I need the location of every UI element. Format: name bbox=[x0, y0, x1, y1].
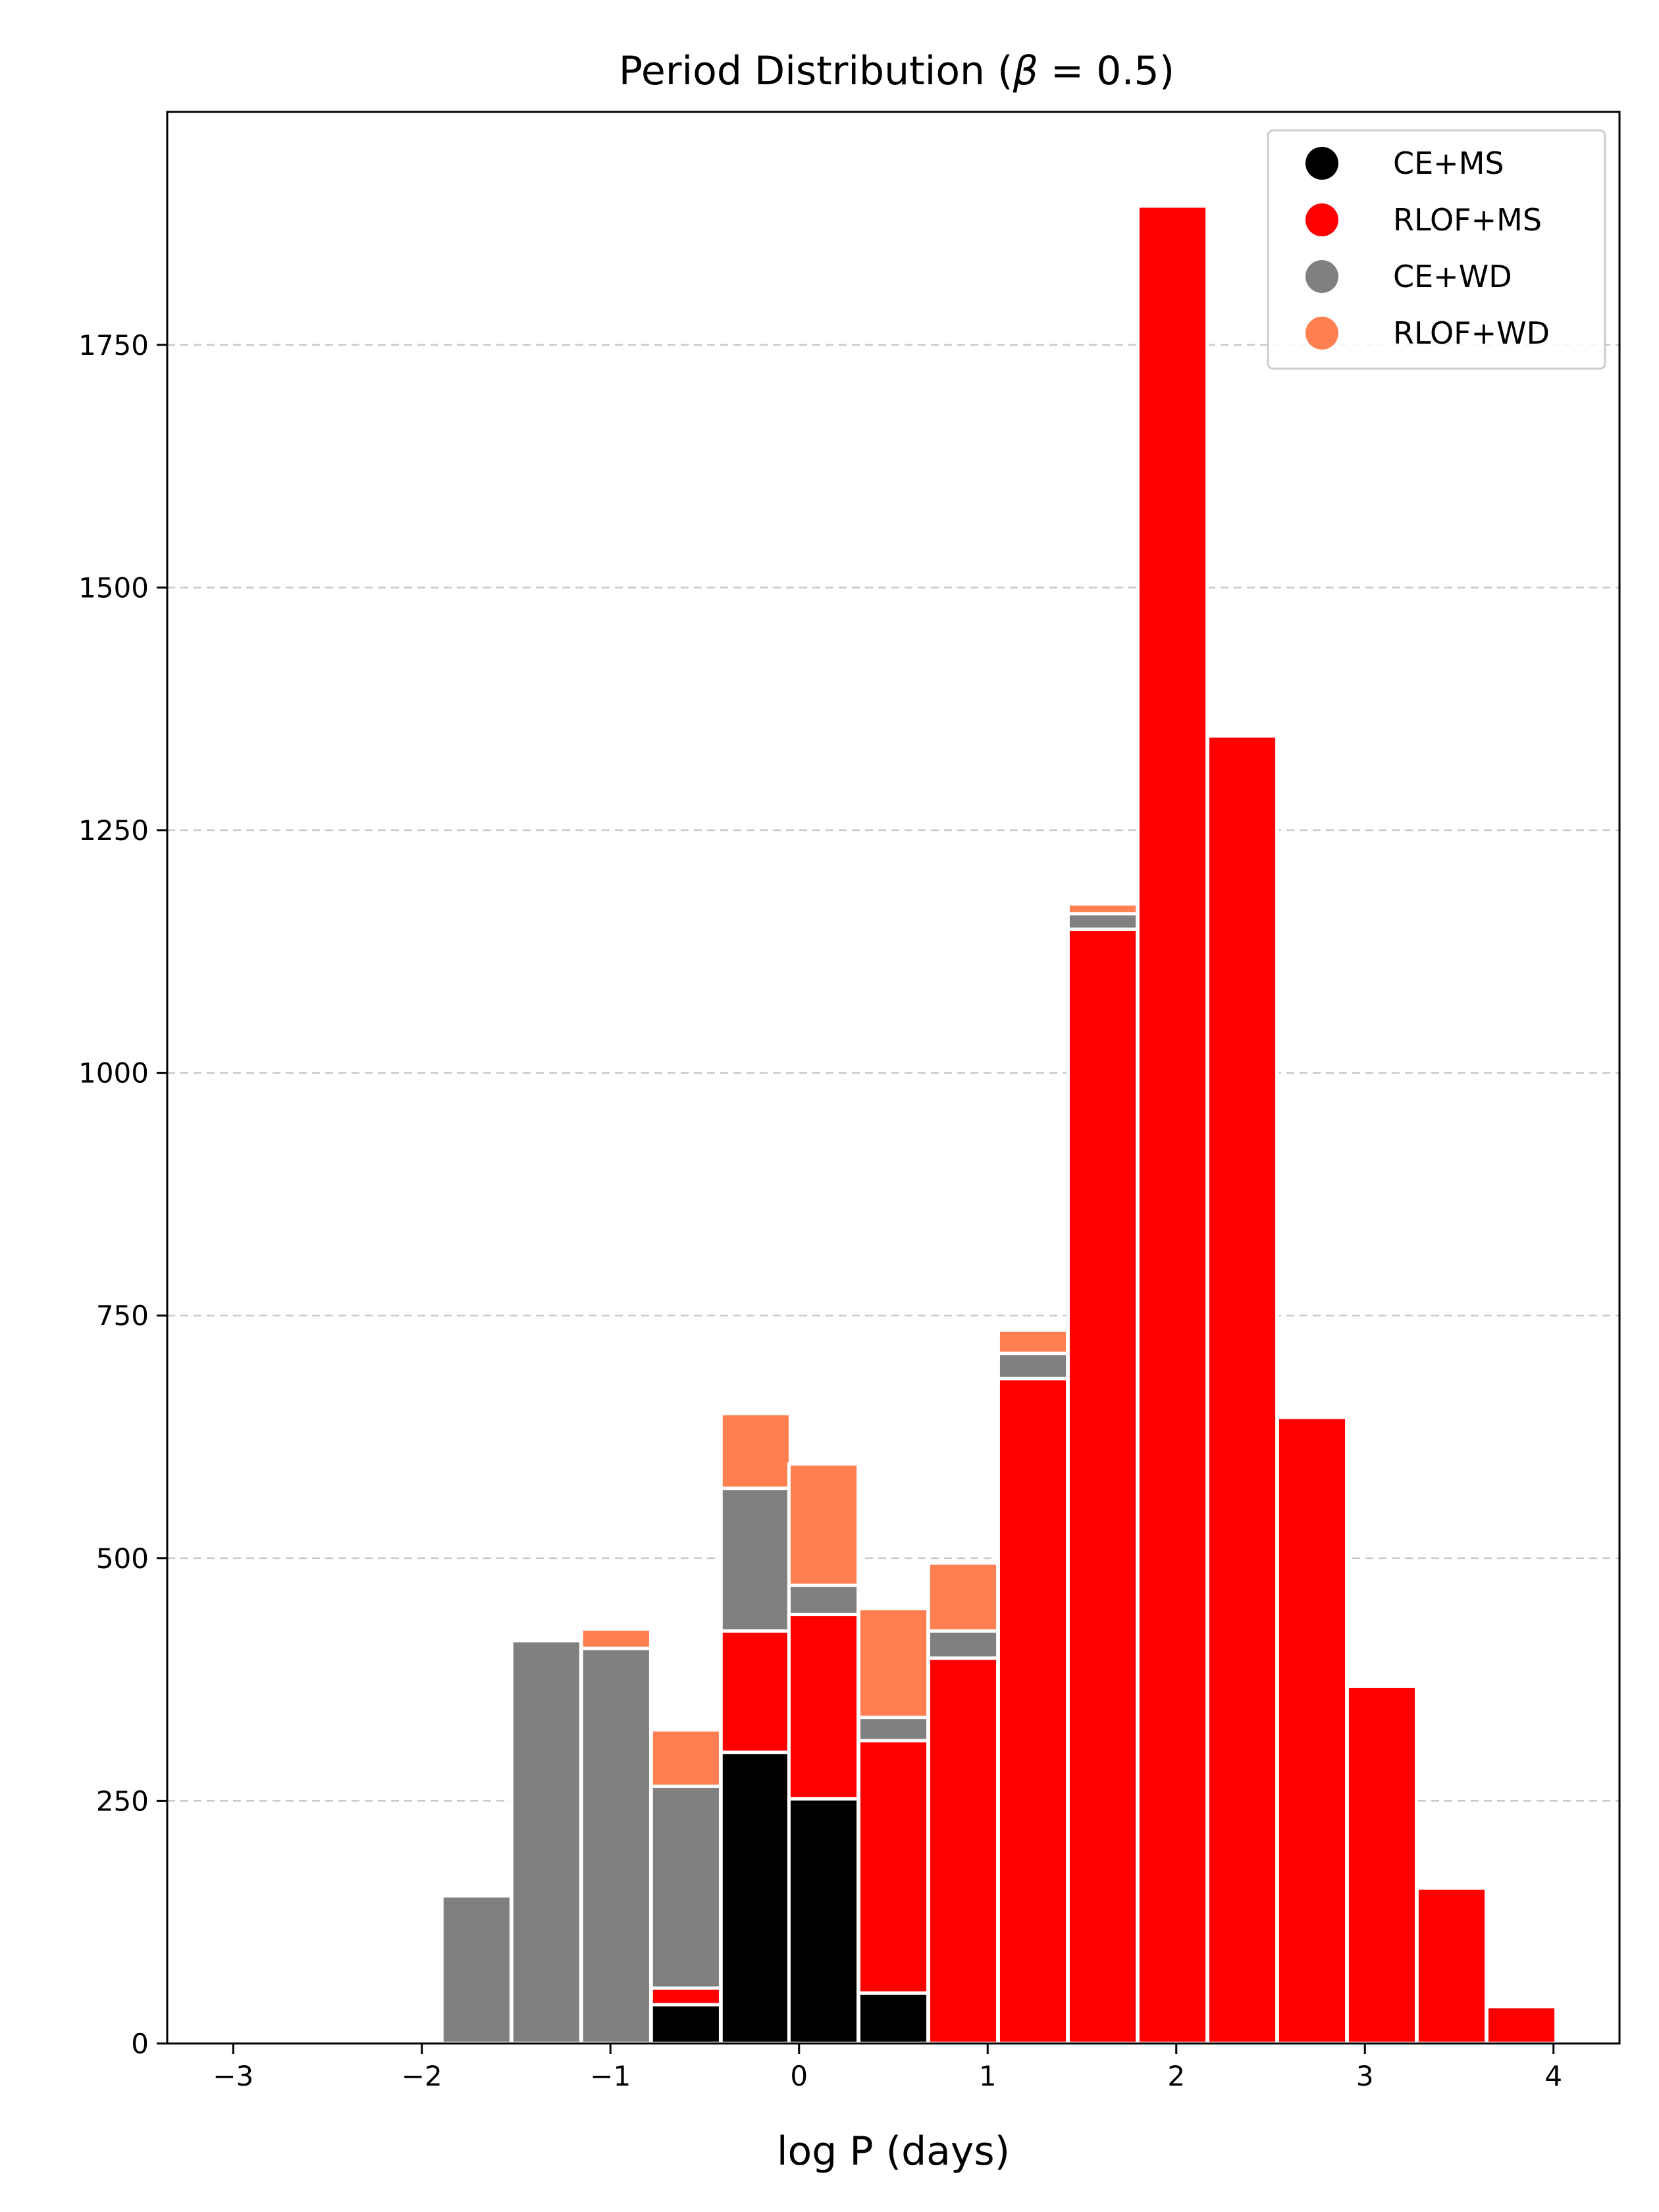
chart-title-suffix: = 0.5) bbox=[1038, 48, 1174, 94]
plot-frame bbox=[166, 111, 1621, 2045]
x-tick-label: −3 bbox=[213, 2060, 253, 2092]
bar-ce-ms-bin-3 bbox=[649, 2003, 722, 2045]
y-tick-label: 1250 bbox=[78, 814, 149, 847]
bar-ce-wd-bin-3 bbox=[649, 1784, 722, 1990]
bar-rlof-ms-bin-10 bbox=[1136, 204, 1209, 2045]
x-tick-label: 1 bbox=[979, 2060, 997, 2092]
bar-rlof-ms-bin-13 bbox=[1345, 1684, 1419, 2045]
x-axis-ticks: −3 −2 −1 0 1 2 3 4 bbox=[213, 2043, 1562, 2092]
y-tick-label: 250 bbox=[96, 1785, 149, 1817]
bar-rlof-ms-bin-6 bbox=[856, 1739, 930, 1995]
grid-lines bbox=[167, 344, 1620, 1802]
bar-rlof-wd-bin-5 bbox=[787, 1462, 860, 1587]
chart-title-prefix: Period Distribution ( bbox=[619, 48, 1013, 94]
legend-label-ce-wd: CE+WD bbox=[1393, 259, 1512, 294]
bar-rlof-ms-bin-12 bbox=[1275, 1415, 1349, 2045]
bar-rlof-ms-bin-14 bbox=[1415, 1886, 1488, 2045]
bar-ce-wd-bin-7 bbox=[926, 1629, 1000, 1660]
bar-rlof-ms-bin-3 bbox=[649, 1986, 722, 2007]
x-tick-label: 2 bbox=[1167, 2060, 1185, 2092]
bar-ce-wd-bin-6 bbox=[856, 1716, 930, 1743]
bars bbox=[440, 204, 1558, 2045]
bar-rlof-wd-bin-2 bbox=[579, 1627, 652, 1650]
x-axis-label: log P (days) bbox=[777, 2128, 1010, 2174]
bar-rlof-wd-bin-3 bbox=[649, 1728, 722, 1788]
x-tick-label: 4 bbox=[1544, 2060, 1562, 2092]
legend-label-rlof-wd: RLOF+WD bbox=[1393, 315, 1550, 351]
bar-rlof-wd-bin-8 bbox=[996, 1328, 1070, 1356]
y-tick-label: 0 bbox=[131, 2028, 149, 2060]
bar-rlof-wd-bin-6 bbox=[856, 1606, 930, 1720]
bar-rlof-ms-bin-8 bbox=[996, 1377, 1070, 2045]
legend-label-rlof-ms: RLOF+MS bbox=[1393, 202, 1542, 238]
bar-rlof-ms-bin-15 bbox=[1485, 2005, 1558, 2045]
bar-ce-ms-bin-4 bbox=[719, 1751, 792, 2045]
bar-ce-wd-bin-5 bbox=[787, 1583, 860, 1616]
legend-marker-ce-ms bbox=[1305, 147, 1338, 180]
bar-rlof-ms-bin-4 bbox=[719, 1629, 792, 1754]
bar-rlof-ms-bin-9 bbox=[1066, 927, 1140, 2045]
y-tick-label: 1500 bbox=[78, 571, 149, 604]
y-tick-label: 1000 bbox=[78, 1057, 149, 1090]
bar-ce-ms-bin-6 bbox=[856, 1991, 930, 2045]
legend-marker-rlof-wd bbox=[1305, 317, 1338, 350]
bar-ce-wd-bin-8 bbox=[996, 1352, 1070, 1381]
bar-rlof-wd-bin-7 bbox=[926, 1561, 1000, 1633]
bar-rlof-wd-bin-9 bbox=[1066, 902, 1140, 916]
legend-marker-ce-wd bbox=[1305, 260, 1338, 293]
y-tick-label: 750 bbox=[96, 1300, 149, 1332]
bar-rlof-ms-bin-5 bbox=[787, 1612, 860, 1801]
y-axis-ticks: 0 250 500 750 1000 1250 1500 1750 bbox=[78, 329, 167, 2060]
legend-box bbox=[1267, 129, 1606, 370]
legend-marker-rlof-ms bbox=[1305, 203, 1338, 236]
bar-rlof-ms-bin-7 bbox=[926, 1656, 1000, 2045]
bar-ce-wd-bin-4 bbox=[719, 1487, 792, 1633]
x-tick-label: −2 bbox=[402, 2060, 442, 2092]
bar-ce-ms-bin-5 bbox=[787, 1797, 860, 2045]
y-tick-label: 500 bbox=[96, 1542, 149, 1575]
x-tick-label: −1 bbox=[590, 2060, 631, 2092]
bar-ce-wd-bin-9 bbox=[1066, 912, 1140, 931]
chart-title: Period Distribution (β = 0.5) bbox=[619, 48, 1174, 94]
bar-rlof-wd-bin-4 bbox=[719, 1411, 792, 1490]
bar-ce-wd-bin-2 bbox=[579, 1646, 652, 2045]
bar-rlof-ms-bin-11 bbox=[1205, 734, 1279, 2045]
chart-title-beta: β bbox=[1013, 48, 1038, 94]
x-tick-label: 0 bbox=[790, 2060, 808, 2092]
x-tick-label: 3 bbox=[1356, 2060, 1374, 2092]
y-tick-label: 1750 bbox=[78, 329, 149, 361]
bar-ce-wd-bin-1 bbox=[510, 1639, 583, 2045]
bar-ce-wd-bin-0 bbox=[440, 1894, 513, 2045]
legend: CE+MS RLOF+MS CE+WD RLOF+WD bbox=[1267, 129, 1606, 370]
legend-label-ce-ms: CE+MS bbox=[1393, 145, 1504, 181]
